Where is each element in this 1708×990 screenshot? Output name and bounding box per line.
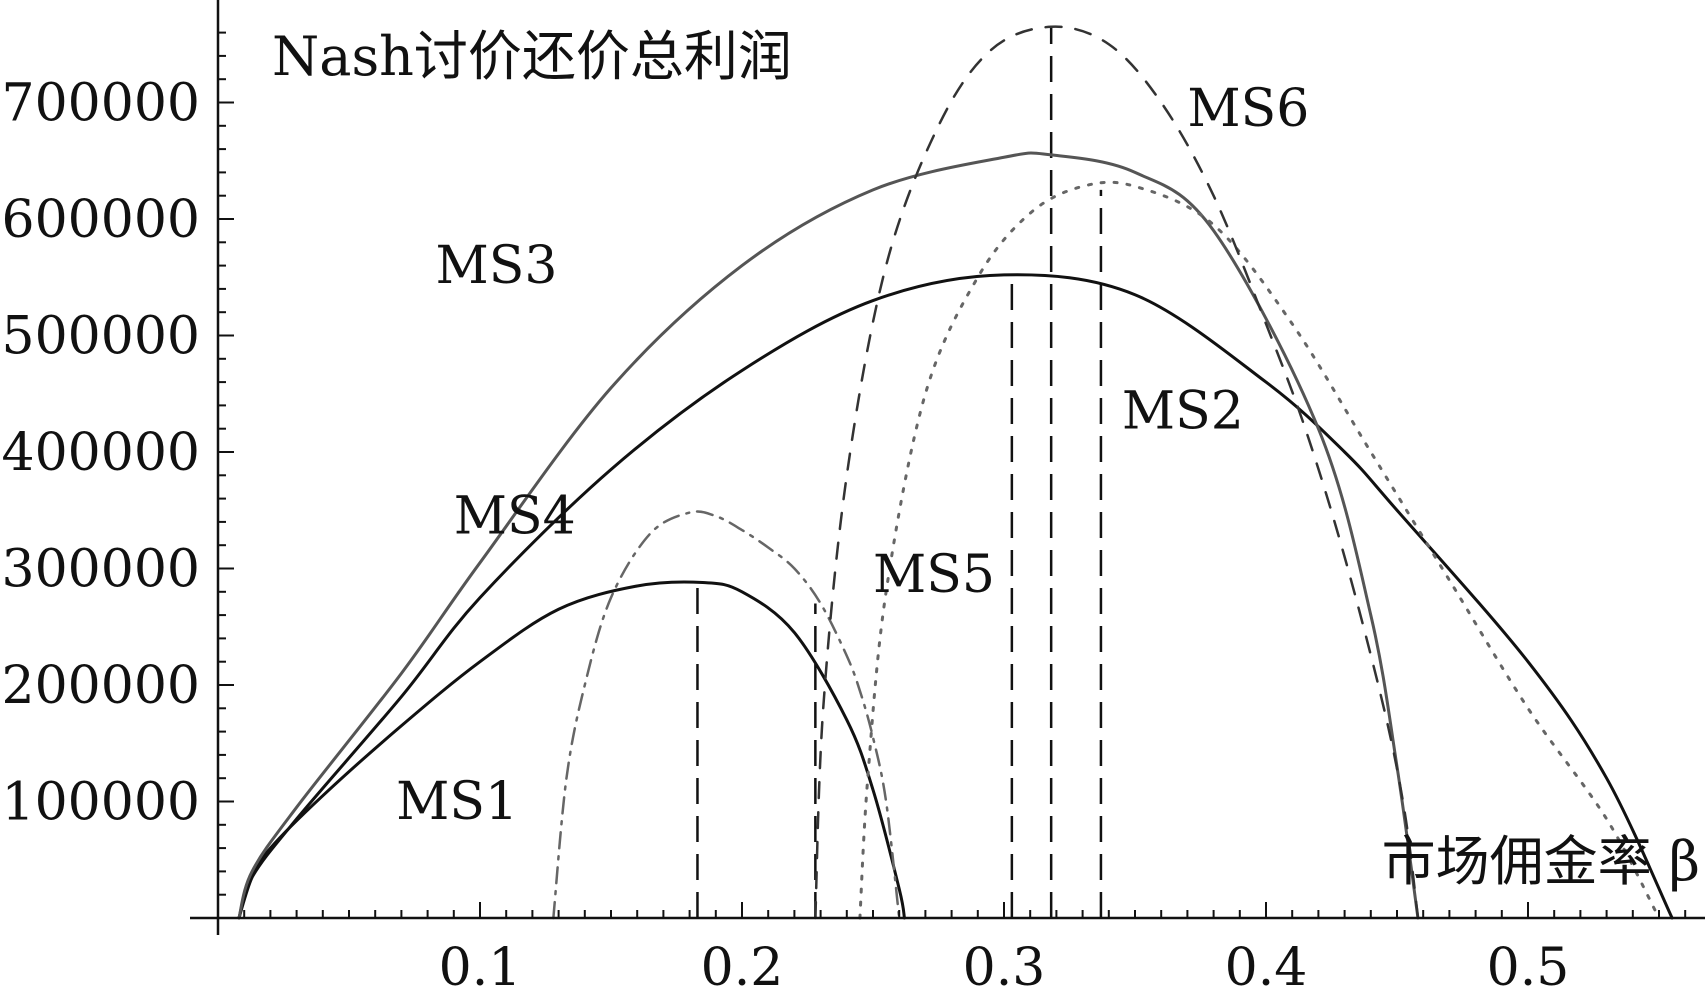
y-tick-label: 700000 — [1, 74, 200, 134]
series-line-ms6 — [814, 25, 1420, 920]
series-line-ms3 — [237, 151, 1420, 920]
y-tick-label: 400000 — [1, 423, 200, 483]
series-line-ms1 — [237, 580, 906, 920]
series-label-ms3: MS3 — [435, 236, 557, 296]
series-label-ms1: MS1 — [396, 772, 518, 832]
x-tick-label: 0.2 — [701, 938, 784, 990]
x-tick-label: 0.5 — [1487, 938, 1570, 990]
y-tick-label: 300000 — [1, 540, 200, 600]
y-tick-label: 100000 — [1, 773, 200, 833]
vertical-markers — [696, 26, 1103, 918]
y-tick-label: 500000 — [1, 307, 200, 367]
y-tick-label: 200000 — [1, 656, 200, 716]
y-axis-title: Nash讨价还价总利润 — [272, 25, 792, 88]
series-line-ms5 — [858, 180, 1661, 920]
x-tick-label: 0.4 — [1225, 938, 1308, 990]
series-layer — [237, 25, 1674, 920]
annotations: MS1 MS2 MS3 MS4 MS5 MS6 — [396, 79, 1309, 832]
series-label-ms4: MS4 — [454, 487, 576, 547]
x-axis-title: 市场佣金率 β — [1382, 830, 1700, 893]
series-label-ms6: MS6 — [1187, 79, 1309, 139]
x-tick-label: 0.1 — [439, 938, 522, 990]
x-tick-label: 0.3 — [963, 938, 1046, 990]
series-label-ms2: MS2 — [1122, 382, 1244, 442]
series-line-ms4 — [552, 510, 901, 920]
series-line-ms2 — [237, 273, 1674, 920]
series-label-ms5: MS5 — [873, 545, 995, 605]
y-tick-label: 600000 — [1, 190, 200, 250]
